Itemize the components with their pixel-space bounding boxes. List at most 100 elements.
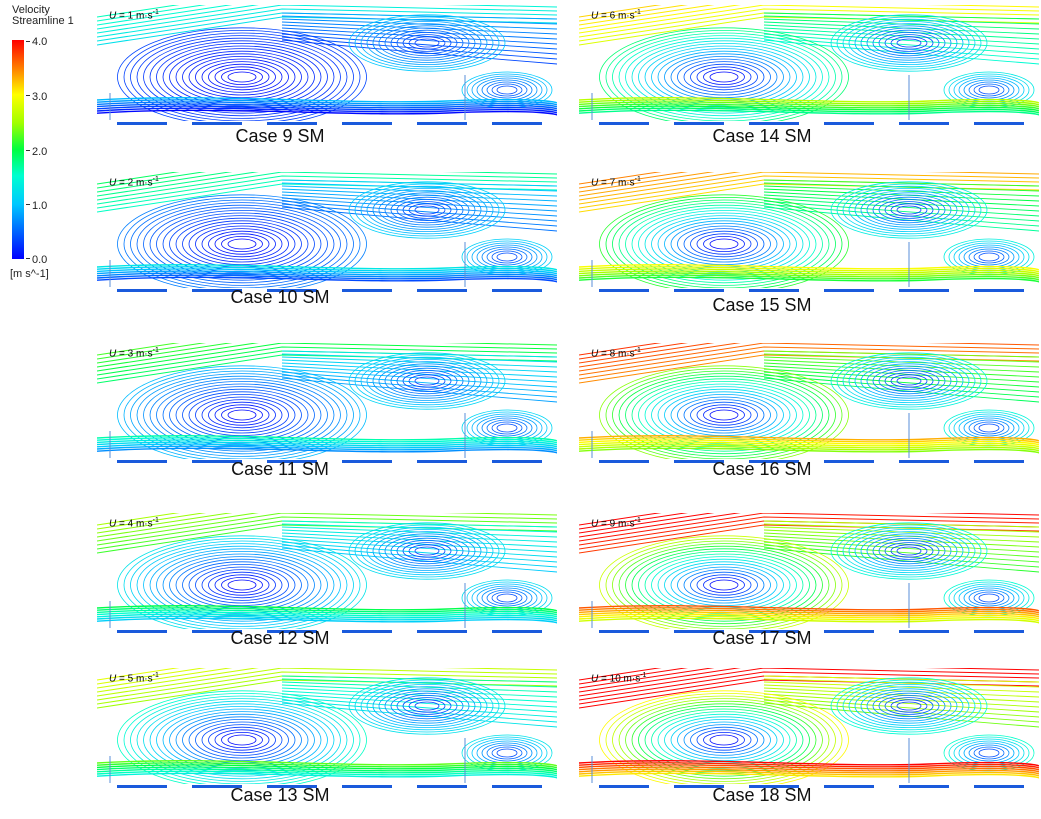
vortex-streamline [378,533,476,569]
vortex-streamline [481,246,533,268]
streamline-plot [97,172,557,294]
vortex-streamline [378,25,476,61]
floor-jet-line [97,109,557,116]
vortex-streamline [884,34,934,52]
vortex-streamline [830,522,988,580]
vortex-streamline [866,27,952,59]
floor-jet-line [579,441,1039,448]
velocity-unit-exponent: -1 [634,517,641,524]
vortex-streamline [683,61,765,93]
floor-segment [824,289,874,292]
floor-jet-line [97,611,557,618]
floor-segment [824,630,874,633]
vortex-streamline [143,204,341,284]
vortex-streamline [143,700,341,780]
floor [97,459,557,465]
vortex-streamline [973,83,1005,97]
velocity-symbol: U [109,518,117,530]
streamline-panel: U = 9 m·s-1 [579,513,1039,635]
roof-line [281,30,557,50]
roof-line [763,526,1039,538]
legend-title-line1: Velocity [12,4,50,16]
vortex-streamline [696,729,752,751]
vortex-streamline [651,711,797,769]
vortex-streamline [664,53,784,101]
velocity-symbol: U [109,177,117,189]
vortex-streamline [348,14,506,72]
vortex-streamline [201,61,283,93]
vortex-streamline [872,692,946,720]
vortex-streamline [162,553,322,617]
floor-segment [674,460,724,463]
floor-segment [749,460,799,463]
floor-jet-line [579,613,1039,620]
vortex-streamline [149,703,335,777]
freestream-line [97,5,557,30]
vortex-streamline [836,16,982,70]
vortex-streamline [390,692,464,720]
freestream-line [579,668,1039,693]
vortex-streamline [481,587,533,609]
vortex-streamline [896,376,922,386]
vortex-streamline [162,383,322,447]
floor-segment [749,785,799,788]
velocity-value: = 1 m·s [116,10,153,22]
floor-jet-line [579,766,1039,773]
velocity-legend: Velocity Streamline 1 4.0 3.0 2.0 1.0 0.… [0,0,90,300]
vortex-streamline [631,40,817,114]
vortex-streamline [366,358,488,404]
vortex-streamline [188,719,296,762]
roof-line [281,197,557,217]
velocity-unit-exponent: -1 [152,9,159,16]
vortex-streamline [354,524,500,578]
streamline-panel: U = 1 m·s-1 [97,5,557,127]
freestream-line [97,513,233,534]
floor-segment [417,460,467,463]
floor-segment [192,460,242,463]
vortex-streamline [696,66,752,88]
floor-jet-line [579,615,1039,622]
floor [579,459,1039,465]
vortex-streamline [414,546,440,556]
freestream-line [97,343,557,372]
vortex-streamline [842,526,976,576]
freestream-line [579,5,662,18]
vortex-streamline [830,352,988,410]
vortex-streamline [644,708,804,772]
vortex-streamline [878,539,940,563]
vortex-streamline [408,544,446,558]
roof-line [763,18,1039,30]
floor-segment [674,289,724,292]
floor-jet-line [579,435,1039,442]
vortex-streamline [690,726,758,754]
roof-line [281,365,557,383]
case-caption: Case 17 SM [712,628,812,648]
vortex-streamline [848,20,970,66]
streamline-panel: U = 6 m·s-1 [579,5,1039,127]
vortex-streamline [651,556,797,614]
vortex-streamline [854,686,964,726]
vortex-streamline [214,404,270,426]
vortex-streamline [703,577,745,594]
vortex-streamline [136,373,348,457]
floor-jet-line [97,276,557,283]
vortex-streamline [890,544,928,558]
legend-tick-label: 4.0 [32,36,48,48]
roof-line [281,15,557,25]
streamline-panel: U = 10 m·s-1 [579,668,1039,790]
vortex-streamline [872,29,946,57]
velocity-value: = 5 m·s [116,673,153,685]
freestream-line [97,671,557,701]
vortex-streamline [670,394,778,437]
velocity-label: U = 8 m·s-1 [591,347,641,359]
floor-jet-line [579,439,1039,446]
vortex-streamline [188,394,296,437]
vortex-streamline [496,593,518,603]
floor-jet-line [579,762,1039,769]
floor-segment [824,460,874,463]
roof-line [281,690,557,708]
floor-jet-line [579,445,1039,452]
freestream-line [579,5,715,26]
vortex-streamline [872,367,946,395]
vortex-streamline [878,198,940,222]
